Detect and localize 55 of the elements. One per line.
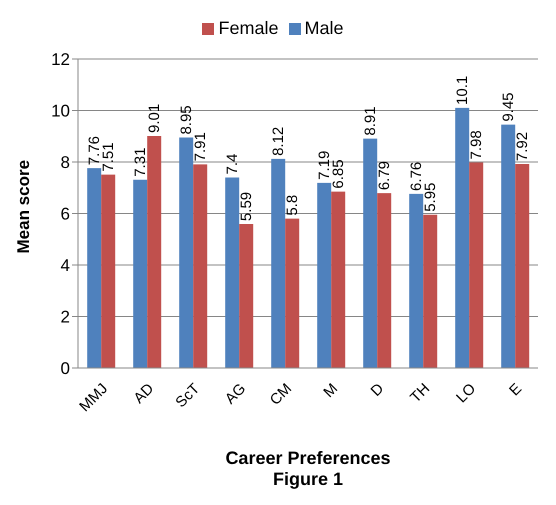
data-label: 8.95 — [178, 105, 196, 135]
y-axis-title: Mean score — [14, 160, 34, 254]
bar — [101, 174, 116, 368]
data-label: 5.59 — [238, 192, 256, 222]
bar — [377, 193, 392, 368]
bar — [423, 214, 438, 368]
y-tick-label: 2 — [60, 308, 70, 327]
y-tick-label: 0 — [60, 359, 70, 378]
bar — [87, 168, 102, 368]
caption: Figure 1 — [272, 469, 344, 490]
bar — [409, 194, 424, 368]
bar — [501, 124, 516, 368]
bar — [515, 164, 530, 368]
bar — [285, 218, 300, 368]
bar — [455, 108, 470, 368]
x-tick-label: CM — [266, 380, 296, 409]
bar — [133, 180, 148, 368]
x-axis-title: Career Preferences — [224, 448, 392, 469]
bar — [147, 136, 162, 368]
data-label: 8.91 — [362, 106, 380, 136]
legend-label: Female — [218, 18, 278, 38]
data-label: 5.8 — [284, 194, 302, 216]
data-label: 7.31 — [132, 148, 150, 177]
data-label: 6.79 — [376, 160, 394, 190]
y-tick-label: 10 — [51, 102, 70, 121]
legend-label: Male — [304, 18, 344, 38]
data-label: 10.1 — [454, 76, 472, 105]
bar — [225, 177, 240, 368]
x-tick-label: AG — [222, 380, 250, 408]
bar — [239, 224, 254, 368]
x-tick-label: ScT — [172, 380, 204, 412]
data-label: 7.91 — [192, 132, 210, 162]
bar — [193, 164, 208, 368]
data-label: 7.98 — [468, 130, 486, 160]
x-tick-label: TH — [407, 380, 434, 406]
x-tick-label: E — [506, 380, 526, 400]
x-tick-label: M — [320, 380, 342, 402]
data-label: 7.4 — [224, 154, 242, 174]
x-tick-label: AD — [130, 380, 158, 407]
bar — [179, 138, 194, 368]
bar — [363, 138, 378, 368]
y-tick-label: 6 — [60, 204, 70, 224]
bar — [317, 182, 332, 368]
data-label: 9.01 — [146, 104, 164, 133]
y-tick-label: 4 — [60, 256, 70, 276]
bar — [271, 158, 286, 368]
x-tick-label: LO — [453, 380, 480, 406]
data-label: 9.45 — [500, 92, 518, 122]
y-tick-label: 8 — [60, 153, 70, 172]
data-label: 7.92 — [514, 132, 532, 162]
data-label: 8.12 — [270, 126, 288, 156]
bar — [469, 162, 484, 368]
bar — [331, 192, 346, 368]
y-tick-label: 12 — [51, 50, 70, 70]
x-tick-label: D — [368, 380, 388, 400]
